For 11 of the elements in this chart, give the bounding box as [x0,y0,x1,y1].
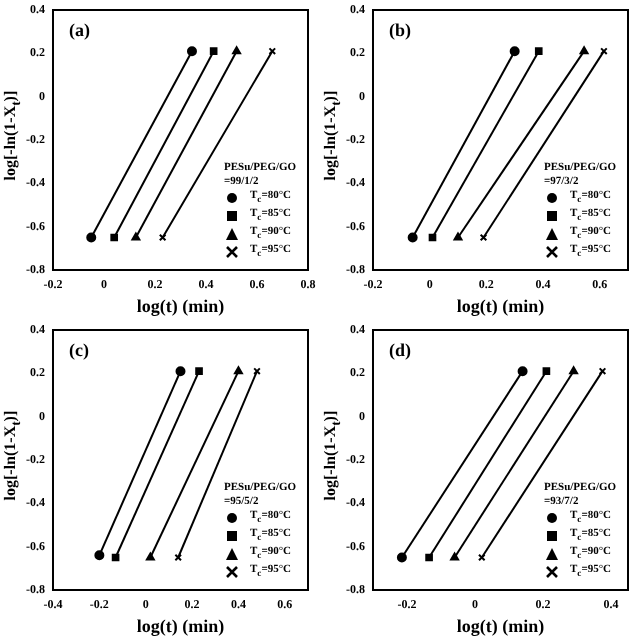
text: (d) [389,339,411,360]
point [175,366,186,377]
text: (a) [69,19,90,40]
text: (b) [389,19,411,40]
x-axis-title: log(t) (min) [456,295,545,316]
x-axis-title: log(t) (min) [136,295,225,316]
x-axis-title: log(t) (min) [136,615,225,636]
x-axis-title: log(t) (min) [456,615,545,636]
text: (c) [69,339,89,360]
point [94,550,105,561]
point [195,367,203,375]
